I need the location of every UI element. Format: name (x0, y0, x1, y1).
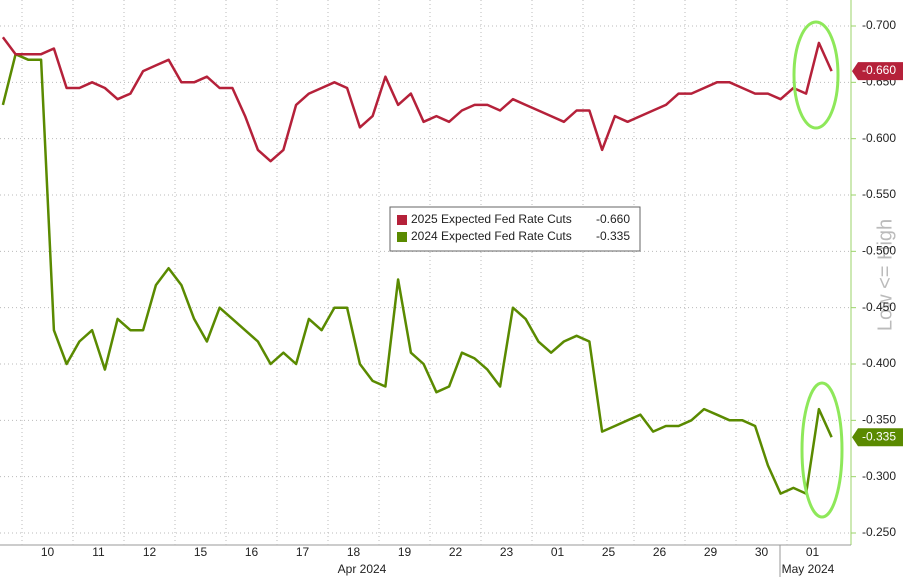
value-tag (852, 62, 903, 81)
x-tick-label: 19 (398, 545, 412, 559)
y-tick-label: -0.250 (862, 525, 896, 539)
x-tick-label: 25 (602, 545, 616, 559)
x-tick-label: 12 (143, 545, 157, 559)
series-line (1, 52, 833, 495)
legend-label: 2025 Expected Fed Rate Cuts (411, 212, 572, 226)
x-tick-label: 11 (92, 545, 105, 559)
legend-swatch (397, 232, 407, 242)
x-tick-label: 01 (551, 545, 565, 559)
x-tick-label: 26 (653, 545, 667, 559)
axis-side-label: Low <= High (874, 219, 896, 331)
series-line (1, 36, 833, 163)
y-tick-label: -0.700 (862, 18, 896, 32)
legend-value: -0.660 (596, 212, 630, 226)
y-tick-label: -0.350 (862, 413, 896, 427)
x-tick-label: 17 (296, 545, 310, 559)
grid (0, 0, 851, 545)
legend-swatch (397, 215, 407, 225)
legend-box (389, 206, 641, 252)
x-tick-label: 30 (755, 545, 769, 559)
y-tick-label: -0.400 (862, 356, 896, 370)
x-tick-label: 01 (806, 545, 820, 559)
y-tick-label: -0.450 (862, 300, 896, 314)
month-label: Apr 2024 (338, 562, 387, 576)
x-tick-label: 29 (704, 545, 718, 559)
value-tag-label: -0.660 (862, 63, 896, 77)
value-tag-label: -0.335 (862, 429, 896, 443)
y-tick-label: -0.300 (862, 469, 896, 483)
plot (1, 36, 833, 495)
y-tick-label: -0.550 (862, 187, 896, 201)
y-tick-label: -0.500 (862, 244, 896, 258)
x-tick-label: 16 (245, 545, 259, 559)
x-tick-label: 22 (449, 545, 463, 559)
month-label: May 2024 (782, 562, 835, 576)
highlight-ellipse (800, 381, 844, 519)
value-tag (852, 428, 903, 447)
x-tick-label: 18 (347, 545, 361, 559)
legend-value: -0.335 (596, 229, 630, 243)
highlight-ellipse (792, 20, 840, 130)
x-tick-label: 15 (194, 545, 208, 559)
x-tick-label: 10 (41, 545, 55, 559)
legend-label: 2024 Expected Fed Rate Cuts (411, 229, 572, 243)
y-tick-label: -0.600 (862, 131, 896, 145)
x-tick-label: 23 (500, 545, 514, 559)
